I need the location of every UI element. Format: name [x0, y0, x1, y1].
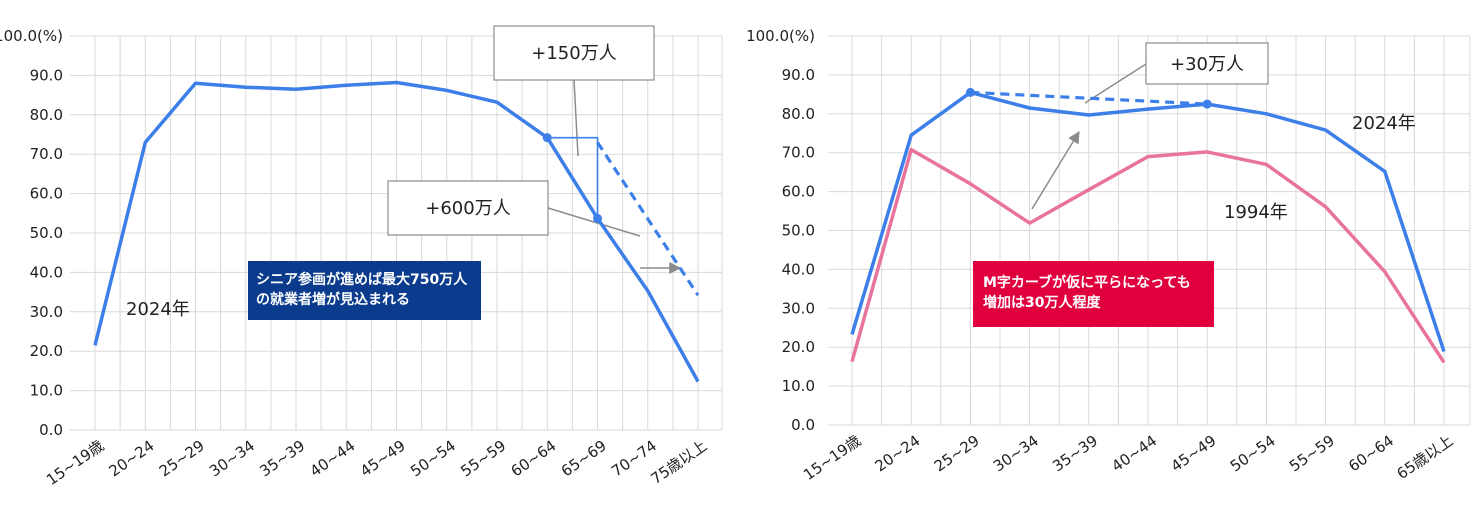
right-info-box-line1: M字カーブが仮に平らになっても [983, 274, 1191, 291]
x-tick-label: 50~54 [407, 437, 459, 481]
right-callout-30-box [1145, 42, 1269, 85]
x-tick-label: 40~44 [1108, 432, 1160, 476]
y-tick-label: 40.0 [30, 263, 63, 281]
left-info-box-line2: の就業者増が見込まれる [256, 291, 410, 308]
y-tick-label: 90.0 [782, 66, 815, 84]
data-point-marker [1202, 99, 1212, 109]
left-info-box [248, 261, 481, 320]
x-tick-label: 50~54 [1227, 432, 1279, 476]
chart-left: 0.0 10.0 20.0 30.0 40.0 50.0 60.0 70.0 80.0 90.0 1… [0, 25, 723, 489]
x-tick-label: 75歳以上 [647, 437, 710, 489]
y-tick-label: 100.0(%) [0, 27, 63, 45]
x-tick-label: 40~44 [307, 437, 359, 481]
right-callout-30-text: +30万人 [1170, 54, 1244, 75]
x-tick-label: 20~24 [872, 432, 924, 476]
y-tick-label: 100.0(%) [746, 27, 815, 45]
left-callout-150-pointer [573, 79, 579, 157]
data-point-marker [593, 213, 602, 223]
left-series-label: 2024年 [126, 299, 190, 320]
y-tick-label: 50.0 [782, 222, 815, 240]
x-tick-label: 60~64 [1345, 432, 1397, 476]
projection-line [596, 141, 700, 297]
x-tick-label: 65~69 [558, 437, 610, 481]
y-tick-label: 0.0 [791, 416, 815, 434]
x-tick-label: 15~19歳 [800, 432, 864, 484]
left-callout-600-text: +600万人 [425, 198, 510, 219]
y-tick-label: 80.0 [30, 106, 63, 124]
x-tick-label: 35~39 [1049, 432, 1101, 476]
right-info-box [973, 261, 1214, 327]
y-tick-label: 80.0 [782, 105, 815, 123]
x-tick-label: 25~29 [931, 432, 983, 476]
left-callout-600-pointer [547, 207, 641, 237]
projection-line [970, 90, 1208, 106]
right-label-2024: 2024年 [1352, 113, 1416, 134]
x-tick-label: 25~29 [156, 437, 208, 481]
y-tick-label: 10.0 [782, 377, 815, 395]
right-gridlines [828, 35, 1471, 426]
left-y-axis: 0.0 10.0 20.0 30.0 40.0 50.0 60.0 70.0 80.0 90.0 1… [0, 27, 63, 439]
left-x-axis: 15~19歳20~2425~2930~3435~3940~4445~4950~5… [43, 437, 710, 489]
y-tick-label: 90.0 [30, 66, 63, 84]
left-callout-150-text: +150万人 [531, 43, 616, 64]
y-tick-label: 60.0 [782, 183, 815, 201]
y-tick-label: 30.0 [782, 299, 815, 317]
series-line [850, 90, 1446, 353]
right-series [850, 87, 1446, 364]
y-tick-label: 70.0 [782, 144, 815, 162]
right-label-1994: 1994年 [1224, 202, 1288, 223]
chart-right: 0.0 10.0 20.0 30.0 40.0 50.0 60.0 70.0 80.0 90.0 1… [746, 27, 1471, 484]
left-callout-600-box [387, 180, 549, 236]
right-info-box-line2: 増加は30万人程度 [983, 294, 1101, 311]
right-callout-30-pointer [1084, 63, 1147, 104]
y-tick-label: 20.0 [782, 338, 815, 356]
x-tick-label: 65歳以上 [1393, 432, 1456, 484]
left-callout-150-box [493, 25, 655, 81]
data-point-marker [965, 87, 975, 97]
x-tick-label: 45~49 [357, 437, 409, 481]
x-tick-label: 55~59 [1286, 432, 1338, 476]
y-tick-label: 0.0 [39, 421, 63, 439]
y-tick-label: 40.0 [782, 260, 815, 278]
left-series [93, 80, 700, 383]
y-tick-label: 20.0 [30, 342, 63, 360]
x-tick-label: 60~64 [508, 437, 560, 481]
right-y-axis: 0.0 10.0 20.0 30.0 40.0 50.0 60.0 70.0 80.0 90.0 1… [746, 27, 815, 434]
left-info-box-line1: シニア参画が進めば最大750万人 [256, 271, 468, 288]
y-tick-label: 30.0 [30, 303, 63, 321]
x-tick-label: 30~34 [206, 437, 258, 481]
left-bracket [547, 136, 599, 219]
y-tick-label: 70.0 [30, 145, 63, 163]
right-x-axis: 15~19歳 20~24 25~29 30~34 35~39 40~44 45~49 50~5… [800, 432, 1456, 484]
y-tick-label: 10.0 [30, 382, 63, 400]
x-tick-label: 35~39 [256, 437, 308, 481]
x-tick-label: 45~49 [1168, 432, 1220, 476]
x-tick-label: 30~34 [990, 432, 1042, 476]
x-tick-label: 20~24 [106, 437, 158, 481]
y-tick-label: 50.0 [30, 224, 63, 242]
series-line [850, 147, 1446, 364]
x-tick-label: 55~59 [457, 437, 509, 481]
right-arrow-icon [1031, 130, 1080, 210]
y-tick-label: 60.0 [30, 185, 63, 203]
x-tick-label: 15~19歳 [43, 437, 107, 489]
data-point-marker [542, 133, 552, 143]
